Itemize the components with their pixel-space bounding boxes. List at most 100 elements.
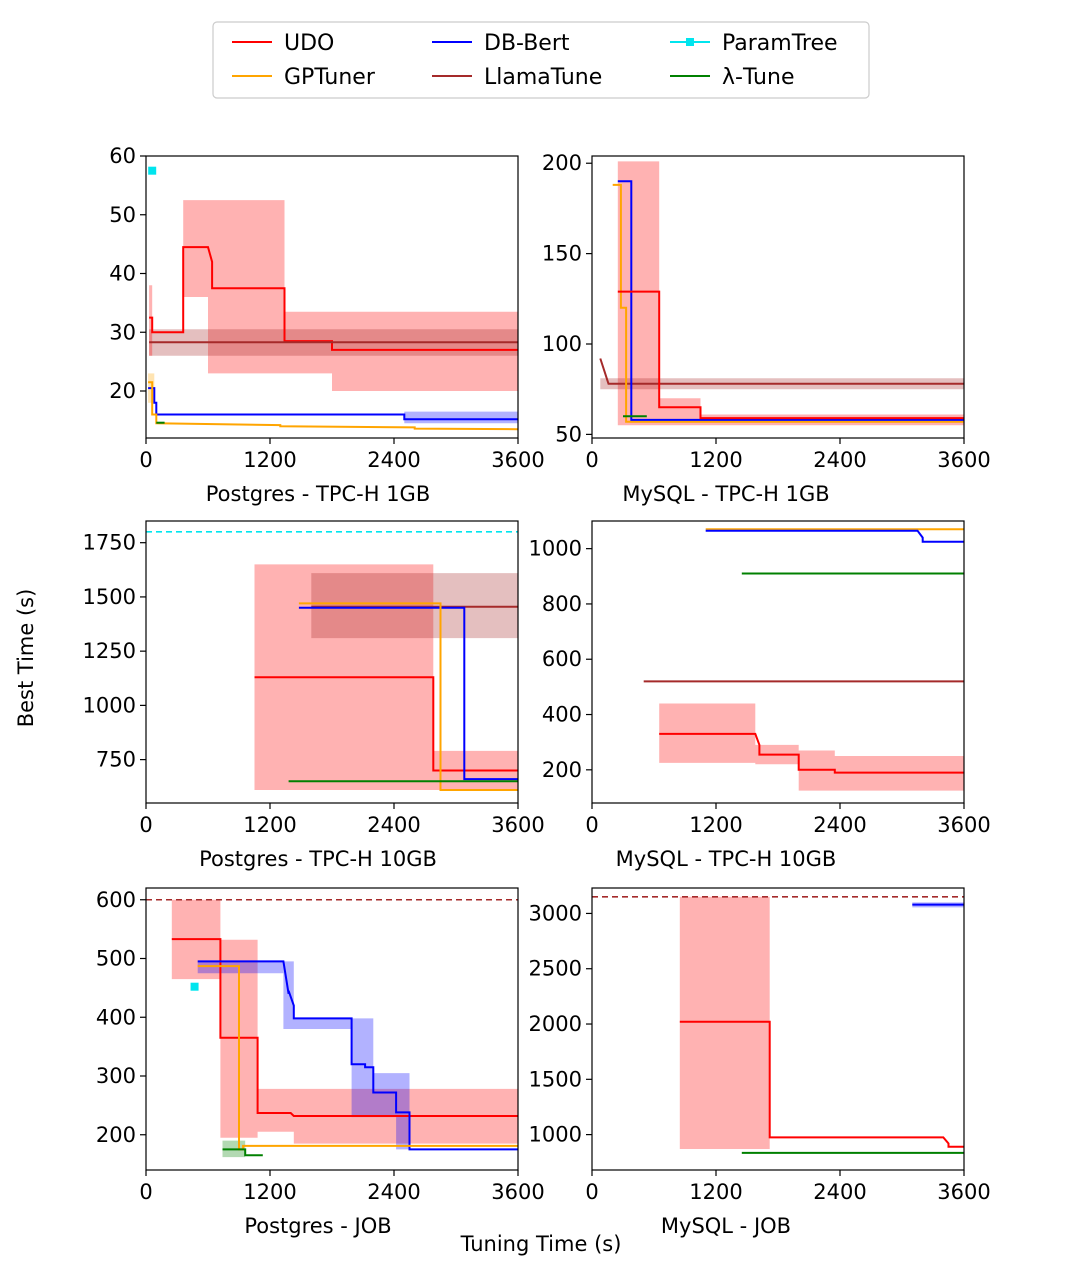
- panel-mysql-tpc-h-1gb: 0 1200 2400 3600 50 100 150 200 MySQL - TPC-H 1G…: [542, 151, 991, 506]
- y-tick-label: 50: [555, 422, 582, 446]
- y-tick-label: 500: [96, 947, 136, 971]
- panel-mysql-job: 0 1200 2400 3600 1000 1500 2000 2500 3000 MySQL -…: [529, 887, 991, 1238]
- x-tick-label: 1200: [243, 448, 296, 472]
- band-udo: [171, 899, 518, 1144]
- axes-frame: [591, 520, 965, 804]
- x-tick-label: 1200: [243, 1180, 296, 1204]
- legend-entry-db-bert: DB-Bert: [432, 31, 570, 56]
- x-tick-label: 0: [585, 813, 598, 837]
- y-tick-label: 3000: [529, 901, 582, 925]
- y-tick-label: 200: [96, 1123, 136, 1147]
- axes-frame: [145, 887, 519, 1171]
- legend-entry-paramtree: ParamTree: [670, 31, 838, 56]
- y-tick-label: 2000: [529, 1012, 582, 1036]
- series-line-db-bert: [197, 960, 518, 1151]
- legend: UDO GPTuner DB-Bert LlamaTune ParamTree λ-Tun…: [212, 21, 870, 99]
- x-tick-label: 1200: [689, 448, 742, 472]
- y-tick-label: 50: [109, 203, 136, 227]
- y-tick-label: 1000: [529, 1123, 582, 1147]
- x-tick-label: 0: [585, 448, 598, 472]
- legend-entry-gptuner: GPTuner: [232, 65, 376, 90]
- x-tick-label: 0: [139, 813, 152, 837]
- legend-entry-llamatune: LlamaTune: [432, 65, 602, 90]
- series-line-udo: [617, 290, 964, 420]
- y-tick-label: 1500: [529, 1067, 582, 1091]
- axes-frame: [591, 887, 965, 1171]
- plot-area: [643, 528, 964, 791]
- panel-xlabel: MySQL - TPC-H 10GB: [616, 847, 837, 871]
- y-tick-label: 60: [109, 144, 136, 168]
- y-tick-label: 800: [542, 592, 582, 616]
- series-line-db-bert: [148, 387, 518, 421]
- band-udo: [679, 896, 770, 1149]
- point-paramtree: [190, 982, 199, 991]
- y-tick-label: 100: [542, 332, 582, 356]
- series-line-udo: [149, 246, 518, 351]
- band-udo: [659, 703, 964, 791]
- legend-label: λ-Tune: [722, 65, 794, 90]
- series-line-gptuner: [612, 183, 964, 423]
- legend-label: DB-Bert: [484, 31, 570, 56]
- y-tick-label: 1000: [83, 693, 136, 717]
- y-tick-label: 150: [542, 242, 582, 266]
- plot-area: [599, 161, 964, 426]
- series-line-llamatune: [599, 358, 964, 385]
- shared-y-axis-label: Best Time (s): [14, 589, 38, 728]
- plot-area: [146, 898, 518, 1158]
- x-tick-label: 3600: [491, 448, 544, 472]
- legend-marker: [686, 38, 694, 46]
- y-tick-label: 300: [96, 1064, 136, 1088]
- y-tick-label: 200: [542, 151, 582, 175]
- panel-xlabel: MySQL - JOB: [661, 1214, 791, 1238]
- axes-frame: [591, 155, 965, 439]
- panel-postgres-tpc-h-10gb: 0 1200 2400 3600 750 1000 1250 1500 1750 Postgres…: [83, 520, 545, 871]
- y-tick-label: 1000: [529, 537, 582, 561]
- axes-frame: [145, 155, 519, 439]
- legend-entry-udo: UDO: [232, 31, 334, 56]
- x-tick-label: 1200: [689, 813, 742, 837]
- panel-xlabel: MySQL - TPC-H 1GB: [622, 482, 829, 506]
- band-db-bert: [197, 961, 410, 1150]
- x-tick-label: 2400: [813, 813, 866, 837]
- y-tick-label: 1500: [83, 585, 136, 609]
- x-tick-label: 3600: [937, 813, 990, 837]
- series-line-gptuner: [148, 381, 518, 431]
- y-tick-label: 750: [96, 748, 136, 772]
- x-tick-label: 2400: [813, 448, 866, 472]
- band-udo: [183, 200, 518, 391]
- y-tick-label: 30: [109, 320, 136, 344]
- y-tick-label: 2500: [529, 957, 582, 981]
- y-tick-label: 40: [109, 262, 136, 286]
- x-tick-label: 3600: [491, 1180, 544, 1204]
- shared-x-axis-label: Tuning Time (s): [460, 1232, 622, 1256]
- y-tick-label: 20: [109, 379, 136, 403]
- y-tick-label: 200: [542, 758, 582, 782]
- band-udo: [149, 285, 153, 356]
- panel-xlabel: Postgres - TPC-H 1GB: [206, 482, 430, 506]
- y-tick-label: 400: [96, 1005, 136, 1029]
- series-line-udo: [254, 676, 518, 772]
- plot-area: [148, 166, 518, 431]
- y-tick-label: 600: [96, 888, 136, 912]
- x-tick-label: 0: [139, 1180, 152, 1204]
- band-llamatune: [311, 573, 518, 639]
- x-tick-label: 1200: [243, 813, 296, 837]
- legend-label: ParamTree: [722, 31, 838, 56]
- plot-area: [592, 896, 964, 1154]
- x-tick-label: 2400: [367, 813, 420, 837]
- series-line-gptuner: [298, 602, 518, 791]
- panel-postgres-tpc-h-1gb: 0 1200 2400 3600 20 30 40 50 60 Postgres - TPC-H …: [109, 144, 544, 506]
- y-tick-label: 1250: [83, 639, 136, 663]
- series-line-lambda-tune: [222, 1148, 263, 1157]
- series-line-udo: [679, 1020, 964, 1148]
- band-udo: [617, 161, 964, 426]
- legend-label: GPTuner: [284, 65, 376, 90]
- y-tick-label: 600: [542, 647, 582, 671]
- series-line-db-bert: [617, 180, 964, 421]
- point-paramtree: [148, 166, 157, 175]
- x-tick-label: 2400: [367, 448, 420, 472]
- series-line-udo: [171, 938, 518, 1117]
- panel-postgres-job: 0 1200 2400 3600 200 300 400 500 600 Postgres - J…: [96, 887, 545, 1238]
- x-tick-label: 2400: [813, 1180, 866, 1204]
